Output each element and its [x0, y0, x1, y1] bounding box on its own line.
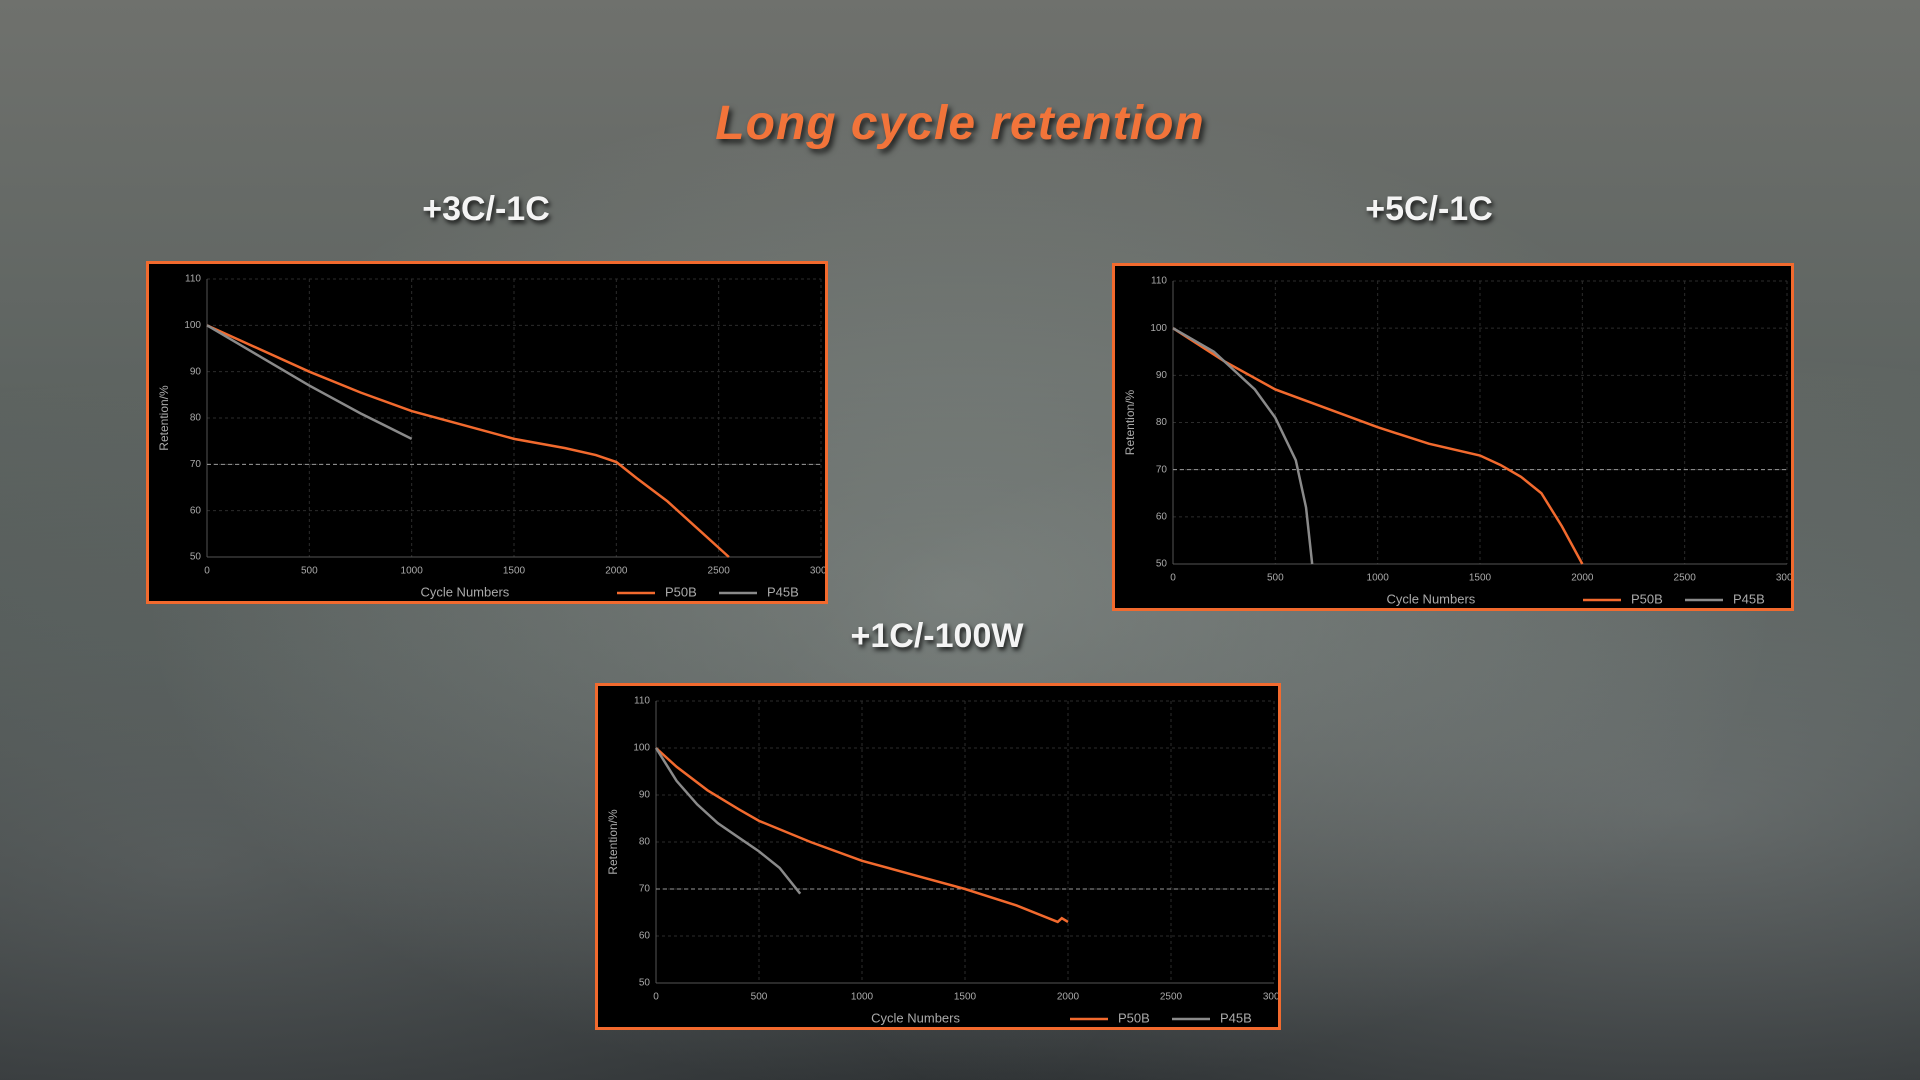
y-tick-label: 70 — [190, 459, 202, 470]
y-tick-label: 100 — [184, 320, 201, 331]
chart-title: +5C/-1C — [1365, 190, 1493, 228]
y-tick-label: 50 — [190, 552, 202, 563]
x-axis-label: Cycle Numbers — [871, 1010, 960, 1025]
x-tick-label: 2000 — [1057, 992, 1080, 1003]
chart: 50 60 70 80 90 100 110 0 500 1000 1500 2000 2500 3000… — [1112, 263, 1794, 611]
y-tick-label: 80 — [190, 413, 202, 424]
x-tick-label: 3000 — [1776, 573, 1794, 584]
legend-label: P50B — [1118, 1010, 1150, 1025]
y-tick-label: 110 — [1151, 276, 1167, 287]
y-tick-label: 70 — [639, 884, 651, 895]
series-line — [1172, 327, 1314, 565]
legend-label: P50B — [1631, 591, 1663, 606]
x-tick-label: 2000 — [605, 566, 628, 577]
x-tick-label: 2000 — [1571, 573, 1594, 584]
x-tick-label: 1000 — [401, 566, 424, 577]
x-tick-label: 500 — [301, 566, 318, 577]
y-tick-label: 80 — [1156, 417, 1168, 428]
y-tick-label: 110 — [634, 696, 650, 707]
y-tick-label: 90 — [639, 790, 651, 801]
x-tick-label: 1000 — [851, 992, 874, 1003]
x-tick-label: 2500 — [708, 566, 731, 577]
x-axis-label: Cycle Numbers — [420, 584, 509, 599]
chart: 50 60 70 80 90 100 110 0 500 1000 1500 2000 2500 3000… — [595, 683, 1281, 1030]
x-tick-label: 500 — [751, 992, 768, 1003]
legend-label: P45B — [1220, 1010, 1252, 1025]
x-tick-label: 0 — [653, 992, 659, 1003]
x-tick-label: 3000 — [1263, 992, 1281, 1003]
y-axis-label: Retention/% — [606, 809, 620, 875]
y-tick-label: 100 — [1150, 323, 1167, 334]
y-tick-label: 60 — [1156, 511, 1168, 522]
x-tick-label: 500 — [1267, 573, 1284, 584]
y-tick-label: 70 — [1156, 464, 1168, 475]
y-tick-label: 50 — [639, 978, 651, 989]
y-tick-label: 60 — [190, 505, 202, 516]
series-line — [654, 747, 802, 895]
x-tick-label: 1500 — [1469, 573, 1492, 584]
x-tick-label: 1000 — [1367, 573, 1390, 584]
y-tick-label: 60 — [639, 931, 651, 942]
x-tick-label: 0 — [1170, 573, 1176, 584]
series-line — [1172, 327, 1584, 565]
y-tick-label: 110 — [185, 274, 201, 285]
y-axis-label: Retention/% — [1123, 389, 1137, 455]
page-title: Long cycle retention — [715, 97, 1205, 150]
chart-title: +1C/-100W — [850, 617, 1024, 655]
y-tick-label: 90 — [1156, 370, 1168, 381]
x-tick-label: 1500 — [503, 566, 526, 577]
x-axis-label: Cycle Numbers — [1386, 591, 1475, 606]
x-tick-label: 0 — [204, 566, 210, 577]
y-tick-label: 90 — [190, 366, 202, 377]
chart: 50 60 70 80 90 100 110 0 500 1000 1500 2000 2500 3000… — [146, 261, 828, 604]
y-tick-label: 50 — [1156, 559, 1168, 570]
chart-title: +3C/-1C — [422, 190, 550, 228]
series-line — [206, 324, 730, 558]
y-axis-label: Retention/% — [157, 385, 171, 451]
x-tick-label: 1500 — [954, 992, 977, 1003]
y-tick-label: 80 — [639, 837, 651, 848]
series-line — [206, 324, 413, 440]
legend-label: P45B — [767, 584, 799, 599]
legend-label: P45B — [1733, 591, 1765, 606]
y-tick-label: 100 — [633, 743, 650, 754]
x-tick-label: 2500 — [1674, 573, 1697, 584]
x-tick-label: 2500 — [1160, 992, 1183, 1003]
x-tick-label: 3000 — [810, 566, 828, 577]
series-line — [655, 747, 1069, 924]
legend-label: P50B — [665, 584, 697, 599]
